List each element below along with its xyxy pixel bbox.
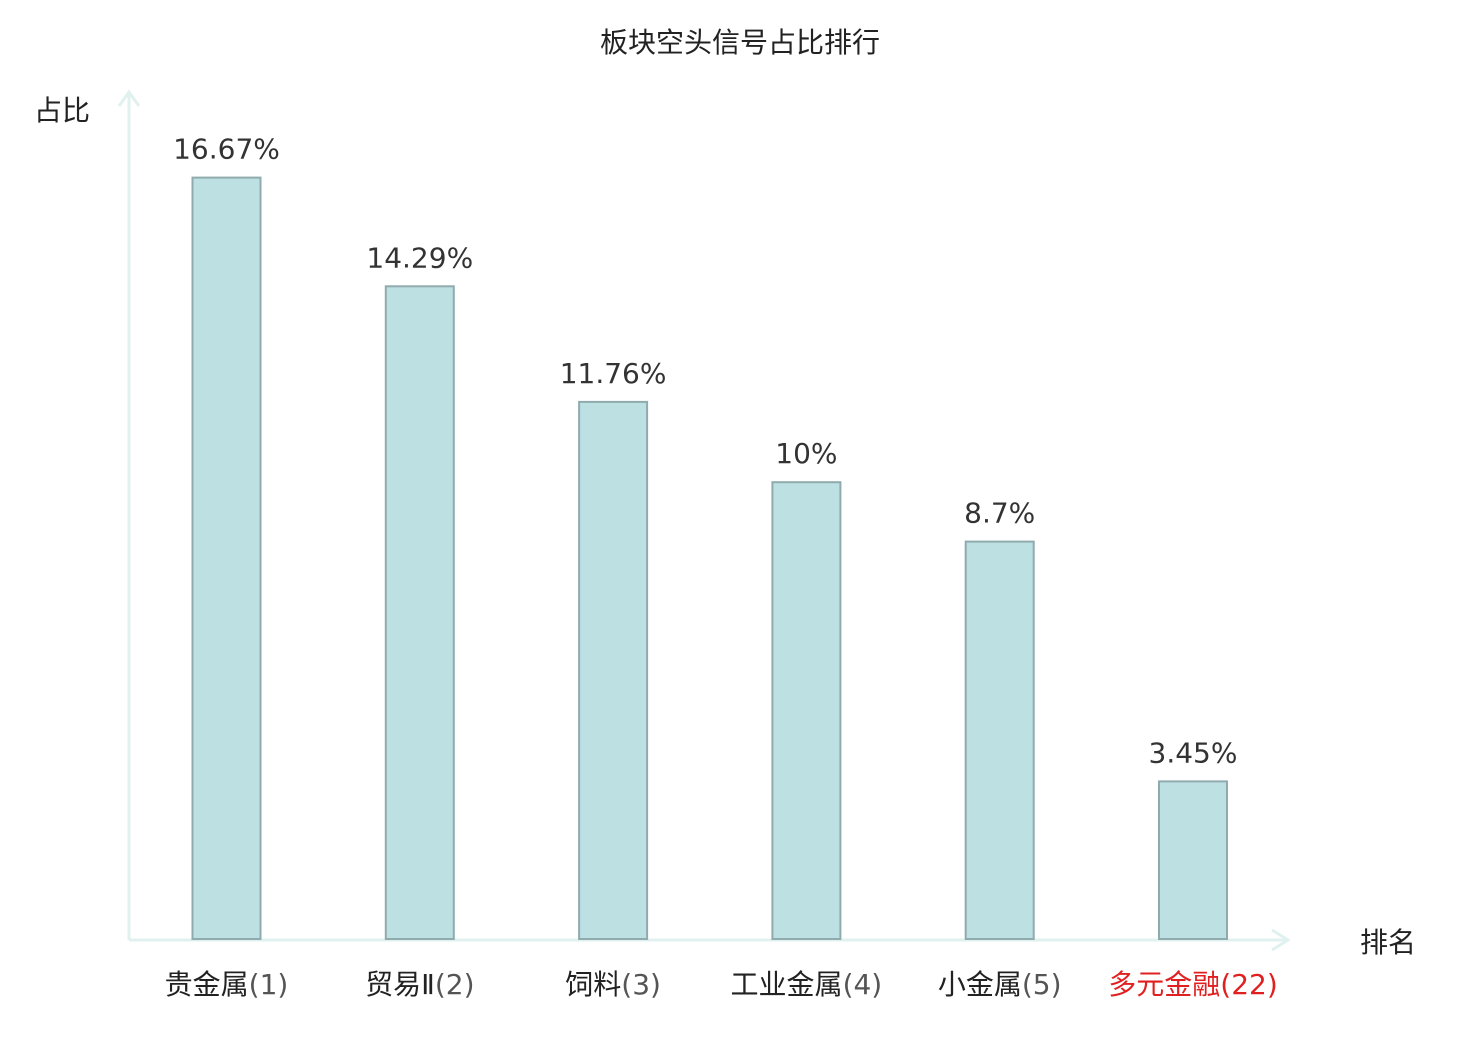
bar (771, 481, 842, 940)
bar (964, 540, 1035, 940)
bar-value-label: 14.29% (366, 241, 473, 274)
category-rank: (5) (1022, 968, 1062, 1001)
y-axis-label: 占比 (34, 94, 90, 127)
bar (1158, 780, 1228, 941)
chart-title: 板块空头信号占比排行 (600, 26, 880, 59)
category-labels-group: 贵金属(1) 贸易Ⅱ(2) 饲料(3) 工业金属(4) 小金属(5) 多元金融(22) (165, 968, 1278, 1001)
bar-value-label: 11.76% (560, 357, 667, 390)
category-tick-label: 饲料(3) (565, 968, 661, 1001)
value-labels-group: 16.67% 14.29% 11.76% 10% 8.7% 3.45% (173, 133, 1237, 770)
category-tick-label: 贵金属(1) (165, 968, 289, 1001)
category-tick-label: 小金属(5) (938, 968, 1062, 1001)
category-name: 多元金融 (1108, 968, 1220, 1001)
category-name: 饲料 (565, 968, 621, 1001)
bar-value-label: 10% (775, 437, 837, 470)
category-name: 贸易Ⅱ (365, 968, 435, 1001)
bar-value-label: 16.67% (173, 133, 280, 166)
bar (384, 285, 455, 940)
category-tick-label: 多元金融(22) (1108, 968, 1278, 1001)
category-rank: (4) (843, 968, 883, 1001)
category-rank: (3) (621, 968, 661, 1001)
category-rank: (22) (1220, 968, 1277, 1001)
category-tick-label: 工业金属(4) (731, 968, 883, 1001)
bar (578, 400, 649, 940)
bar-value-label: 8.7% (964, 497, 1035, 530)
category-rank: (1) (249, 968, 289, 1001)
category-tick-label: 贸易Ⅱ(2) (365, 968, 474, 1001)
category-name: 贵金属 (165, 968, 249, 1001)
category-rank: (2) (435, 968, 475, 1001)
x-axis-arrow-icon (1271, 928, 1291, 952)
bar-value-label: 3.45% (1149, 736, 1238, 769)
x-axis-label: 排名 (1360, 926, 1416, 959)
bars-group (191, 176, 1228, 941)
axes (117, 89, 1291, 952)
y-axis-arrow-icon (117, 89, 141, 107)
bar (191, 176, 262, 941)
category-name: 工业金属 (731, 968, 843, 1001)
category-name: 小金属 (938, 968, 1022, 1001)
